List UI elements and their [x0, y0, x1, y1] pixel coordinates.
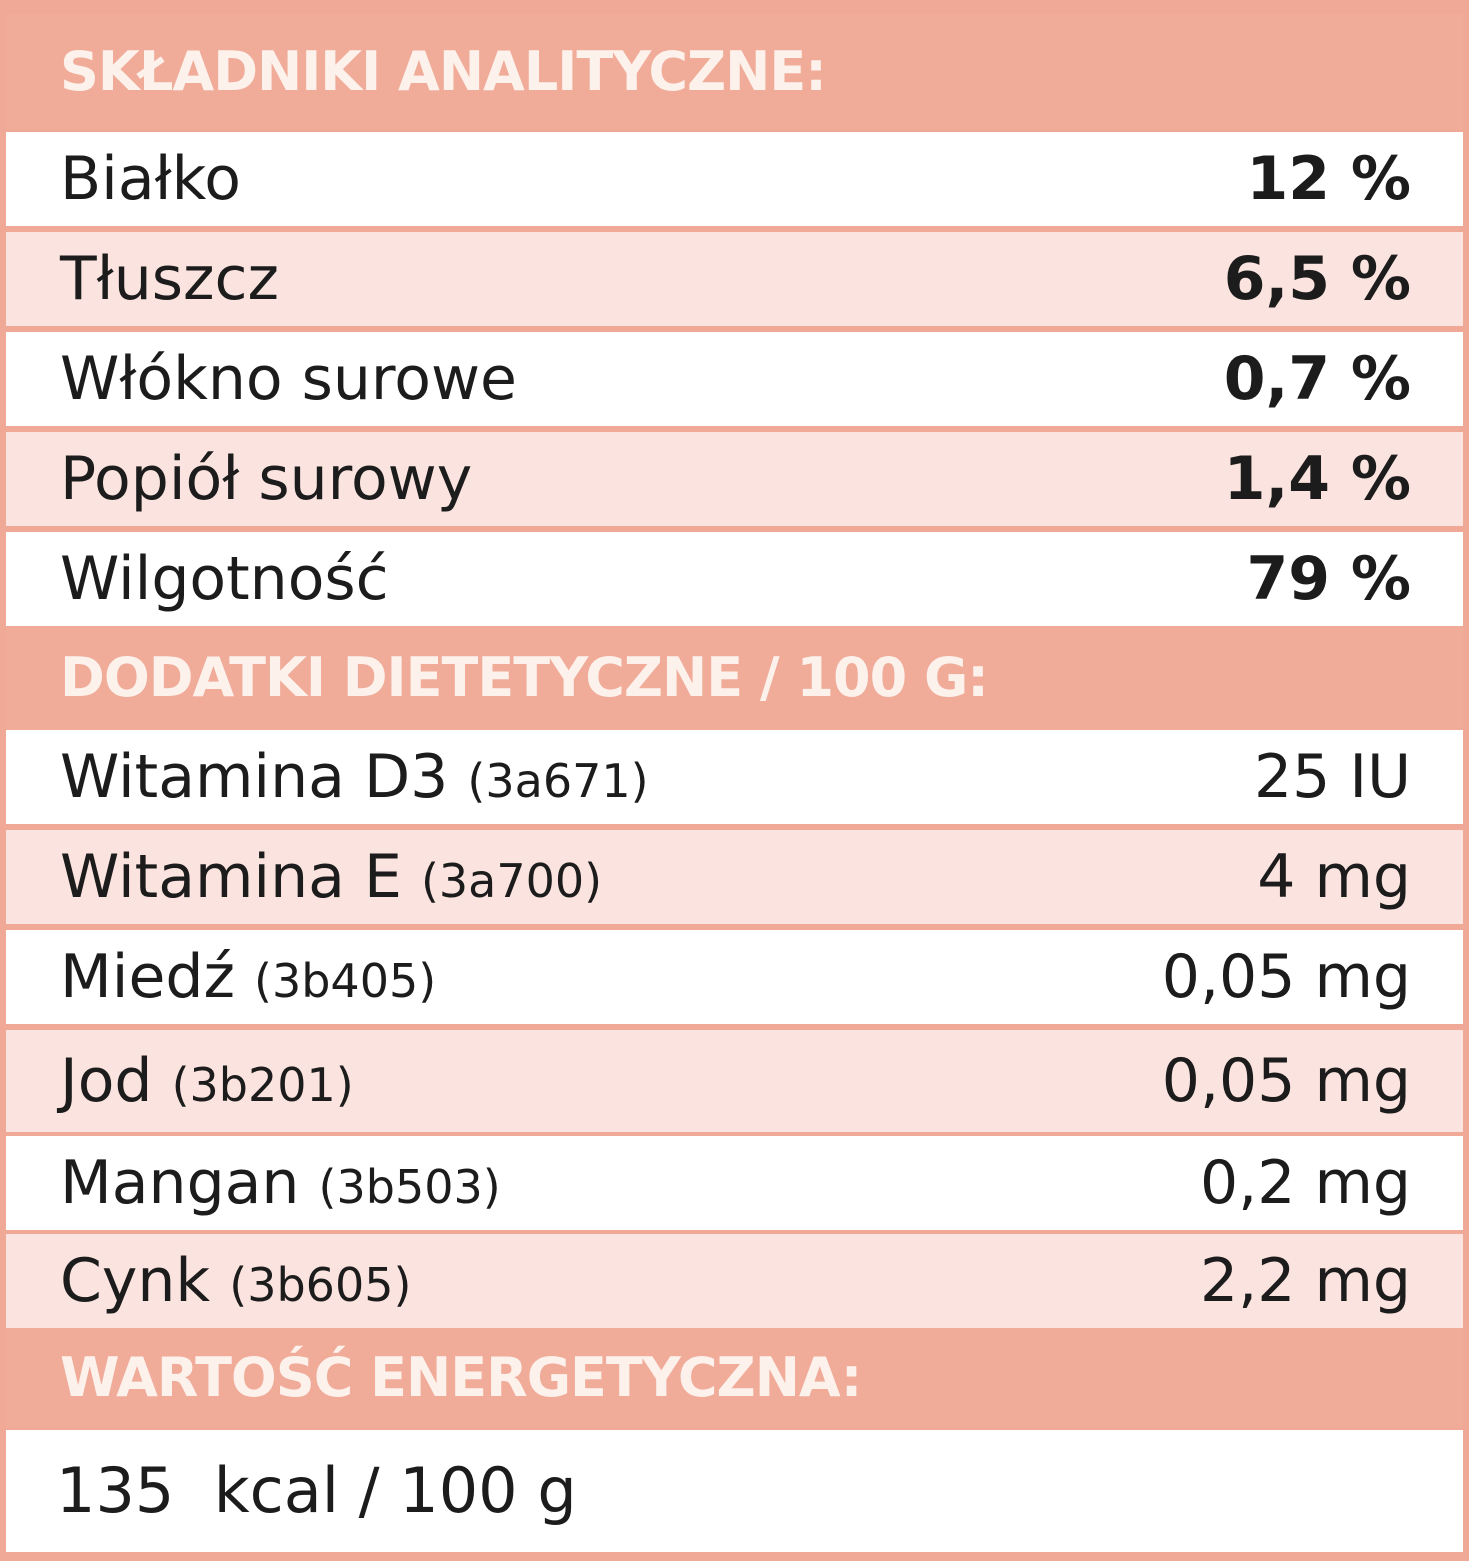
row-label: Miedź (3b405) [60, 942, 436, 1012]
table-row: Tłuszcz 6,5 % [6, 232, 1463, 326]
row-label: Wilgotność [60, 544, 389, 614]
additive-code: (3a671) [467, 754, 649, 808]
additive-name: Witamina D3 [60, 742, 449, 812]
additive-code: (3b503) [318, 1160, 501, 1214]
additive-code: (3b605) [229, 1258, 412, 1312]
energy-header: WARTOŚĆ ENERGETYCZNA: [6, 1328, 1463, 1428]
row-label: Mangan (3b503) [60, 1148, 501, 1218]
table-row: Wilgotność 79 % [6, 532, 1463, 626]
row-label: Włókno surowe [60, 344, 517, 414]
additive-name: Witamina E [60, 842, 402, 912]
row-label: Tłuszcz [60, 244, 279, 314]
table-row: Popiół surowy 1,4 % [6, 432, 1463, 526]
row-label: Białko [60, 144, 241, 214]
table-row: Witamina D3 (3a671) 25 IU [6, 730, 1463, 824]
row-value: 25 IU [1253, 742, 1411, 812]
table-row: Miedź (3b405) 0,05 mg [6, 930, 1463, 1024]
row-value: 1,4 % [1223, 444, 1411, 514]
additive-name: Cynk [60, 1246, 211, 1316]
additive-code: (3a700) [420, 854, 603, 908]
table-row: Witamina E (3a700) 4 mg [6, 830, 1463, 924]
table-row: Cynk (3b605) 2,2 mg [6, 1234, 1463, 1328]
energy-value: 135 kcal / 100 g [6, 1430, 1463, 1552]
table-row: Włókno surowe 0,7 % [6, 332, 1463, 426]
row-value: 0,7 % [1223, 344, 1411, 414]
additive-name: Mangan [60, 1148, 300, 1218]
row-value: 0,05 mg [1161, 1046, 1411, 1116]
row-label: Witamina E (3a700) [60, 842, 602, 912]
row-label: Jod (3b201) [60, 1046, 354, 1116]
additive-name: Miedź [60, 942, 235, 1012]
additive-code: (3b405) [254, 954, 437, 1008]
row-label: Popiół surowy [60, 444, 473, 514]
additives-header: DODATKI DIETETYCZNE / 100 G: [6, 626, 1463, 730]
row-value: 6,5 % [1223, 244, 1411, 314]
row-value: 0,05 mg [1161, 942, 1411, 1012]
row-label: Cynk (3b605) [60, 1246, 411, 1316]
table-row: Jod (3b201) 0,05 mg [6, 1030, 1463, 1132]
row-value: 0,2 mg [1199, 1148, 1411, 1218]
additive-name: Jod [60, 1046, 153, 1116]
table-row: Mangan (3b503) 0,2 mg [6, 1136, 1463, 1230]
row-label: Witamina D3 (3a671) [60, 742, 649, 812]
row-value: 79 % [1246, 544, 1411, 614]
row-value: 2,2 mg [1199, 1246, 1411, 1316]
row-value: 4 mg [1257, 842, 1411, 912]
analytical-header: SKŁADNIKI ANALITYCZNE: [6, 14, 1463, 130]
row-value: 12 % [1246, 144, 1411, 214]
additive-code: (3b201) [171, 1058, 354, 1112]
table-row: Białko 12 % [6, 132, 1463, 226]
